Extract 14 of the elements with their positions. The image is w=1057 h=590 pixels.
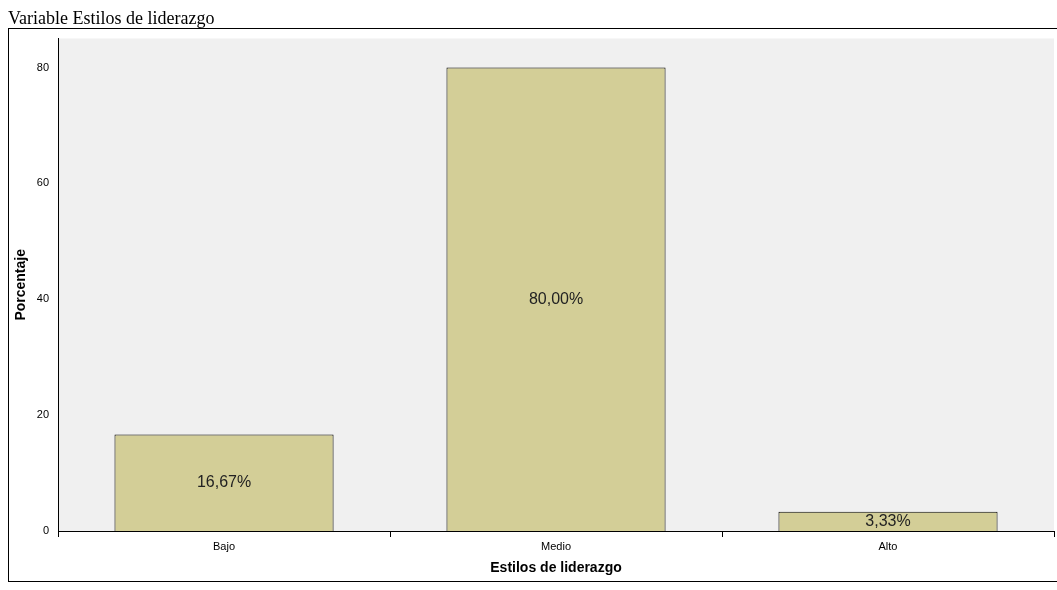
x-axis-title: Estilos de liderazgo xyxy=(490,559,622,576)
y-tick-label: 80 xyxy=(36,60,50,73)
y-tick-label: 40 xyxy=(36,292,50,305)
y-axis-title: Porcentaje xyxy=(12,248,29,321)
chart-title: Variable Estilos de liderazgo xyxy=(8,8,216,28)
x-tick-label: Alto xyxy=(878,539,898,552)
data-label: 16,67% xyxy=(196,473,252,491)
y-tick-label: 20 xyxy=(36,408,50,421)
y-tick-label: 0 xyxy=(42,524,50,537)
data-label: 3,33% xyxy=(865,511,911,529)
x-tick-label: Medio xyxy=(541,539,571,552)
x-tick-label: Bajo xyxy=(213,539,236,552)
y-tick-label: 60 xyxy=(36,176,50,189)
data-label: 80,00% xyxy=(528,289,584,307)
